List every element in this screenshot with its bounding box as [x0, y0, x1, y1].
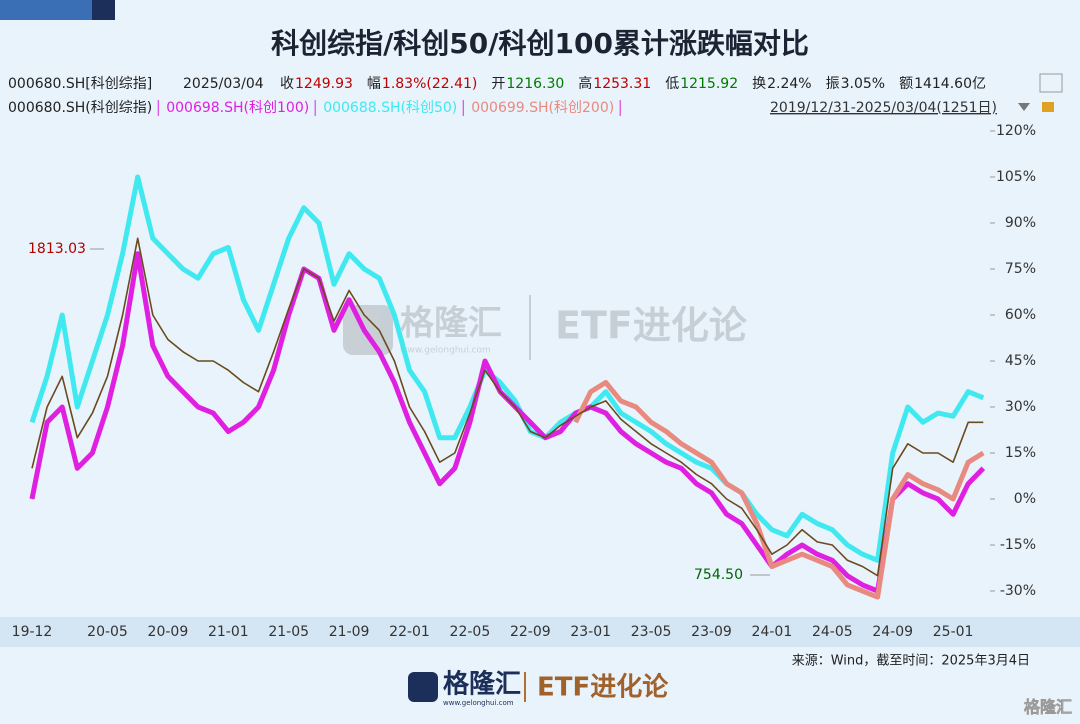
y-tick-label: 105% — [996, 169, 1036, 185]
y-tick-label: 60% — [1005, 307, 1036, 323]
info-value: 3.05% — [841, 76, 885, 92]
y-tick-label: -30% — [1000, 583, 1036, 599]
x-tick-label: 21-09 — [329, 624, 370, 640]
x-tick-label: 23-09 — [691, 624, 732, 640]
footer-column: ETF进化论 — [537, 673, 669, 703]
legend-entry: 000688.SH(科创50) — [323, 100, 457, 116]
y-tick-label: 120% — [996, 123, 1036, 139]
legend-entry: 000699.SH(科创200) — [471, 100, 614, 116]
corner-decoration — [92, 0, 115, 20]
y-tick-label: 75% — [1005, 261, 1036, 277]
x-tick-label: 24-05 — [812, 624, 853, 640]
date-range[interactable]: 2019/12/31-2025/03/04(1251日) — [770, 100, 997, 116]
legend-entry: 000698.SH(科创100) — [166, 100, 309, 116]
watermark-logo — [343, 305, 393, 355]
series-line — [573, 380, 985, 600]
annotation: 754.50 — [694, 567, 743, 583]
y-tick-label: 90% — [1005, 215, 1036, 231]
icon[interactable] — [1039, 73, 1063, 93]
x-tick-label: 23-01 — [570, 624, 611, 640]
source: 来源：Wind，截至时间：2025年3月4日 — [792, 654, 1030, 669]
y-tick-label: 45% — [1005, 353, 1036, 369]
info-label: 幅 — [367, 76, 381, 92]
chart-title: 科创综指/科创50/科创100累计涨跌幅对比 — [271, 27, 809, 60]
lock-icon — [1042, 102, 1054, 112]
x-tick-label: 21-05 — [268, 624, 309, 640]
y-tick-label: 30% — [1005, 399, 1036, 415]
logo — [408, 672, 438, 702]
series-line — [29, 174, 985, 563]
x-tick-label: 25-01 — [933, 624, 974, 640]
info-label: 额 — [899, 76, 913, 92]
x-tick-label: 22-09 — [510, 624, 551, 640]
info-value: 2.24% — [767, 76, 811, 92]
x-tick-label: 20-05 — [87, 624, 128, 640]
watermark-column: ETF进化论 — [555, 304, 748, 348]
x-tick-label: 22-05 — [450, 624, 491, 640]
x-tick-label: 21-01 — [208, 624, 249, 640]
info-label: 开 — [491, 76, 505, 92]
info-value: 1253.31 — [593, 76, 651, 92]
corner-decoration — [0, 0, 115, 20]
x-tick-label: 24-01 — [752, 624, 793, 640]
corner-brand: 格隆汇 — [1024, 698, 1072, 717]
code: 000680.SH[科创综指] — [8, 76, 152, 92]
x-tick-label: 22-01 — [389, 624, 430, 640]
legend-entry: 000680.SH(科创综指) — [8, 100, 152, 116]
y-tick-label: -15% — [1000, 537, 1036, 553]
info-value: 1215.92 — [680, 76, 738, 92]
y-tick-label: 15% — [1005, 445, 1036, 461]
info-label: 振 — [826, 76, 840, 92]
y-tick-label: 0% — [1014, 491, 1036, 507]
watermark-url: www.gelonghui.com — [400, 346, 491, 356]
info-value: 1216.30 — [506, 76, 564, 92]
series-line — [31, 237, 984, 577]
x-tick-label: 19-12 — [12, 624, 53, 640]
footer-url: www.gelonghui.com — [443, 699, 514, 707]
footer-brand: 格隆汇 — [443, 669, 521, 700]
info-value: 1249.93 — [295, 76, 353, 92]
x-tick-label: 23-05 — [631, 624, 672, 640]
info-label: 低 — [665, 76, 679, 92]
watermark-brand: 格隆汇 — [400, 304, 502, 344]
info-label: 收 — [280, 76, 294, 92]
info-value: 1.83%(22.41) — [382, 76, 477, 92]
x-tick-label: 24-09 — [872, 624, 913, 640]
date: 2025/03/04 — [183, 76, 264, 92]
info-label: 换 — [752, 75, 766, 92]
x-axis-band — [0, 617, 1080, 647]
info-label: 高 — [578, 75, 592, 92]
annotation: 1813.03 — [28, 241, 86, 257]
dropdown[interactable] — [1018, 103, 1030, 111]
info-value: 1414.60亿 — [914, 76, 986, 92]
x-tick-label: 20-09 — [148, 624, 189, 640]
